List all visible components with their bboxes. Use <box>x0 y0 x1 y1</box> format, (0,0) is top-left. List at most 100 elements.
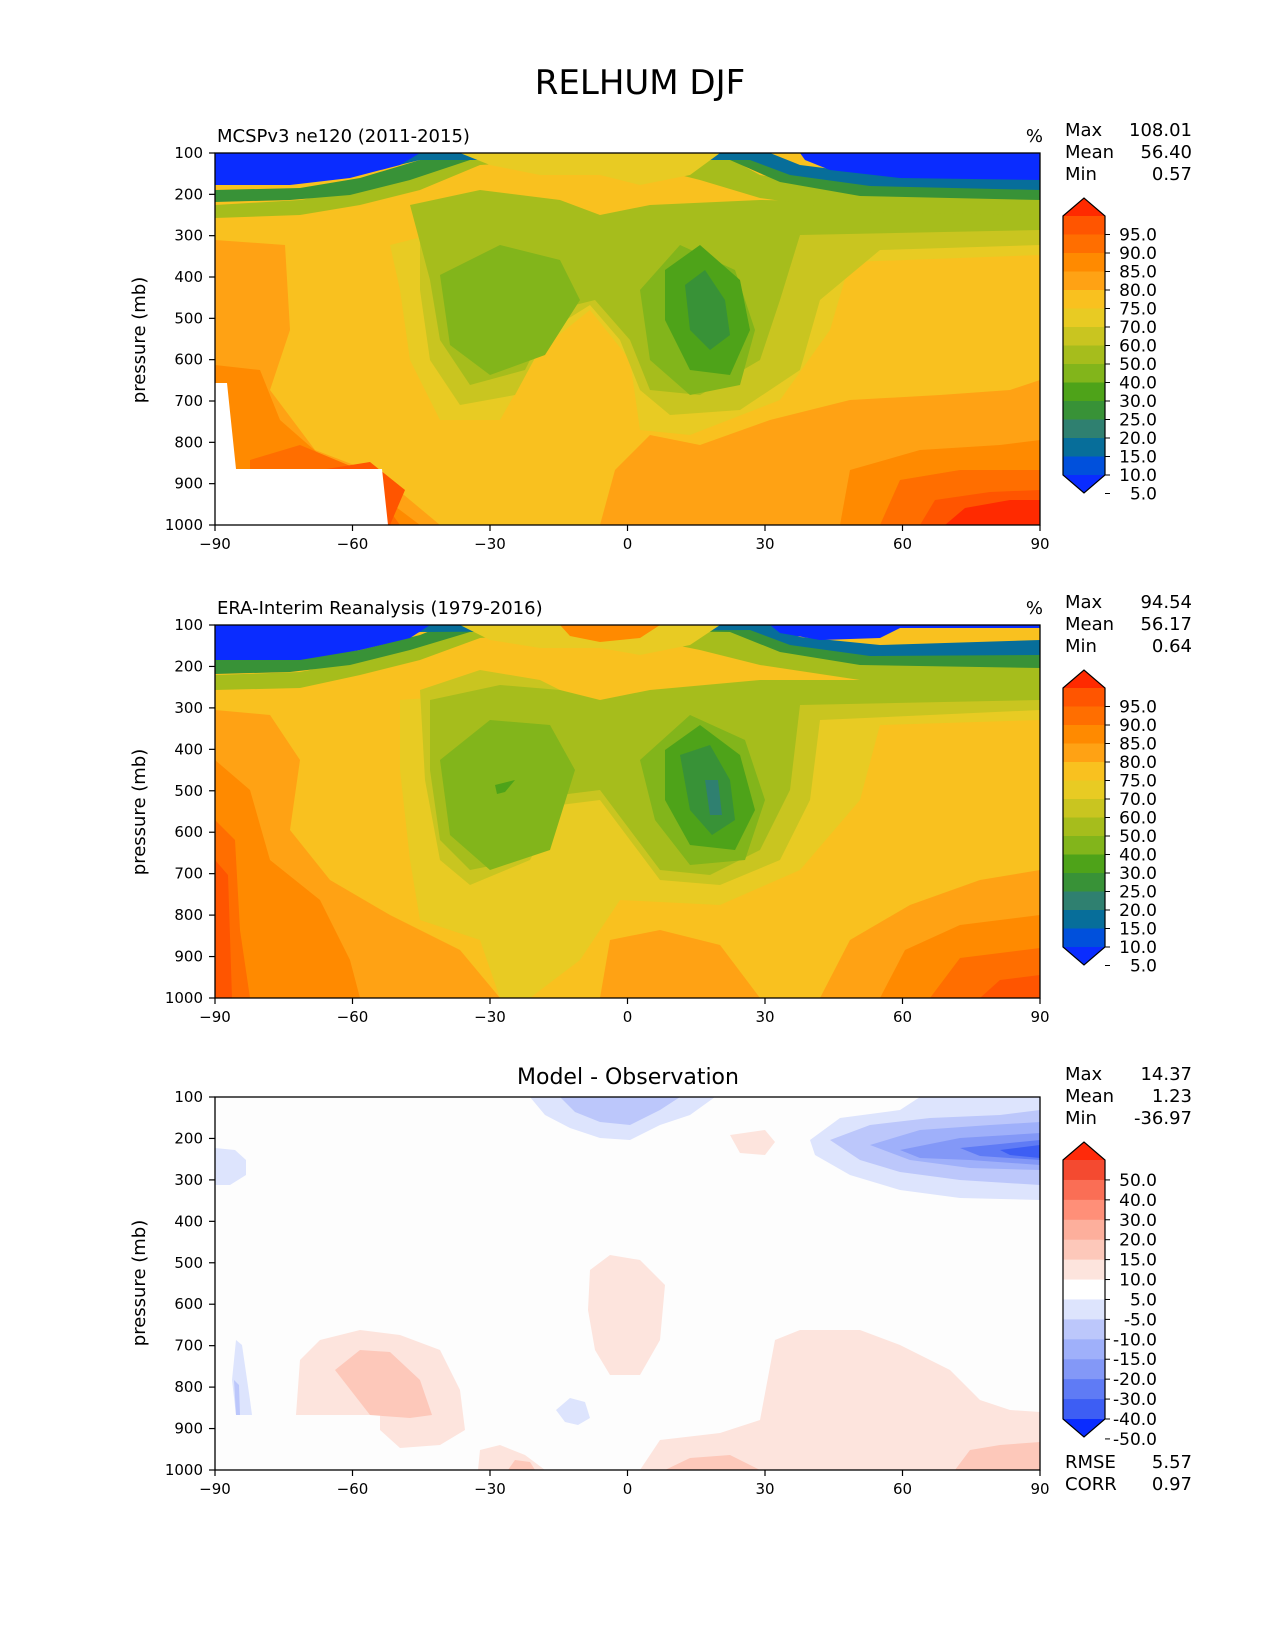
colorbar-tick-label: -30.0 <box>1113 1390 1157 1410</box>
upper-band-5 <box>800 153 1040 180</box>
y-tick-label: 800 <box>174 906 203 924</box>
panel-observation: ERA-Interim Reanalysis (1979-2016) % <box>129 592 1192 1026</box>
stat-value: 56.40 <box>1140 142 1192 163</box>
level-neg-40 <box>1000 1145 1040 1158</box>
colorbar-tick-label: 5.0 <box>1130 485 1157 505</box>
colorbar-tick-label: 40.0 <box>1119 1191 1157 1211</box>
x-tick-label: 60 <box>893 1008 912 1026</box>
y-tick-label: 100 <box>174 144 203 162</box>
colorbar-tick-label: -40.0 <box>1113 1410 1157 1430</box>
y-tick-label: 900 <box>174 948 203 966</box>
stat-label: Max <box>1065 592 1103 613</box>
y-tick-label: 1000 <box>165 989 203 1007</box>
level-10 <box>955 1442 1040 1470</box>
x-tick-label: −60 <box>337 1480 369 1498</box>
colorbar-swatch <box>1063 327 1105 347</box>
y-tick-label: 200 <box>174 657 203 675</box>
y-tick-label: 700 <box>174 1337 203 1355</box>
colorbar-swatch <box>1063 271 1105 291</box>
x-tick-label: 30 <box>755 1480 774 1498</box>
stat-label: Max <box>1065 1064 1103 1085</box>
x-tick-label: −90 <box>199 1008 231 1026</box>
upper-band-40 <box>215 625 1040 690</box>
level-5 <box>588 1255 665 1375</box>
y-tick-label: 700 <box>174 865 203 883</box>
upper-band-5 <box>770 625 1040 640</box>
colorbar-swatch <box>1063 854 1105 874</box>
colorbar-swatch <box>1063 382 1105 402</box>
y-tick-label: 200 <box>174 1129 203 1147</box>
level-30 <box>440 245 580 375</box>
colorbar-tick-label: -10.0 <box>1113 1330 1157 1350</box>
colorbar-tick-label: 75.0 <box>1119 300 1157 320</box>
y-tick-label: 300 <box>174 1171 203 1189</box>
contour-field <box>215 625 1040 998</box>
stat-label: Mean <box>1065 142 1114 163</box>
colorbar-extend-max <box>1063 670 1105 688</box>
colorbar-tick-label: 90.0 <box>1119 244 1157 264</box>
x-tick-label: −60 <box>337 1008 369 1026</box>
colorbar-swatch <box>1063 1399 1105 1420</box>
colorbar-extend-max <box>1063 1142 1105 1160</box>
colorbar-swatch <box>1063 345 1105 365</box>
colorbar-tick-label: 10.0 <box>1119 466 1157 486</box>
x-tick-label: −30 <box>474 535 506 553</box>
colorbar-swatch <box>1063 456 1105 476</box>
y-axis-label: pressure (mb) <box>129 277 150 403</box>
panel-title: Model - Observation <box>517 1065 739 1090</box>
stats-block: Max 94.54 Mean 56.17 Min 0.64 <box>1065 592 1192 657</box>
rmse-label: RMSE <box>1065 1452 1116 1473</box>
y-tick-label: 500 <box>174 782 203 800</box>
colorbar-tick-label: 5.0 <box>1130 1290 1157 1310</box>
y-tick-label: 100 <box>174 1088 203 1106</box>
stat-label: Mean <box>1065 1086 1114 1107</box>
colorbar-swatch <box>1063 253 1105 273</box>
x-tick-label: 0 <box>623 1008 633 1026</box>
y-tick-label: 900 <box>174 475 203 493</box>
stat-label: Min <box>1065 1108 1097 1129</box>
y-tick-label: 200 <box>174 185 203 203</box>
upper-band-40 <box>215 153 1040 218</box>
x-tick-label: −30 <box>474 1008 506 1026</box>
stat-label: Mean <box>1065 614 1114 635</box>
panel-title: ERA-Interim Reanalysis (1979-2016) <box>217 598 543 619</box>
colorbar-tick-label: 30.0 <box>1119 392 1157 412</box>
x-tick-label: 90 <box>1030 535 1049 553</box>
y-tick-label: 900 <box>174 1420 203 1438</box>
colorbar-tick-label: -5.0 <box>1124 1310 1157 1330</box>
colorbar-tick-label: 25.0 <box>1119 883 1157 903</box>
colorbar-tick-label: 80.0 <box>1119 753 1157 773</box>
colorbar-tick-label: 85.0 <box>1119 735 1157 755</box>
upper-band-80 <box>560 625 660 642</box>
level-neg-10 <box>234 1380 240 1415</box>
colorbar-tick-label: 25.0 <box>1119 411 1157 431</box>
figure-title: RELHUM DJF <box>535 63 745 103</box>
stat-value: 94.54 <box>1140 592 1192 613</box>
rmse-value: 5.57 <box>1152 1452 1192 1473</box>
colorbar: 95.090.085.080.075.070.060.050.040.030.0… <box>1062 197 1157 505</box>
level-25 <box>495 780 515 794</box>
colorbar-swatch <box>1063 1279 1105 1301</box>
y-tick-label: 700 <box>174 392 203 410</box>
y-axis-label: pressure (mb) <box>129 1220 150 1346</box>
colorbar-extend-min <box>1063 947 1105 965</box>
level-neg-10 <box>560 1097 680 1125</box>
stat-value: 1.23 <box>1152 1086 1192 1107</box>
colorbar-tick-label: 20.0 <box>1119 1231 1157 1251</box>
colorbar-tick-label: -50.0 <box>1113 1430 1157 1450</box>
colorbar-tick-label: 10.0 <box>1119 938 1157 958</box>
colorbar-swatch <box>1063 364 1105 384</box>
corr-value: 0.97 <box>1152 1474 1192 1495</box>
upper-band-10 <box>215 153 1040 190</box>
panel-title: MCSPv3 ne120 (2011-2015) <box>217 126 470 147</box>
contour-field <box>215 1097 1040 1470</box>
colorbar-swatch <box>1063 1359 1105 1380</box>
colorbar-tick-label: 15.0 <box>1119 920 1157 940</box>
colorbar-tick-label: 70.0 <box>1119 318 1157 338</box>
stat-label: Min <box>1065 636 1097 657</box>
colorbar-swatch <box>1063 1339 1105 1360</box>
colorbar: 95.090.085.080.075.070.060.050.040.030.0… <box>1062 669 1157 977</box>
y-tick-label: 800 <box>174 433 203 451</box>
x-tick-label: −60 <box>337 535 369 553</box>
